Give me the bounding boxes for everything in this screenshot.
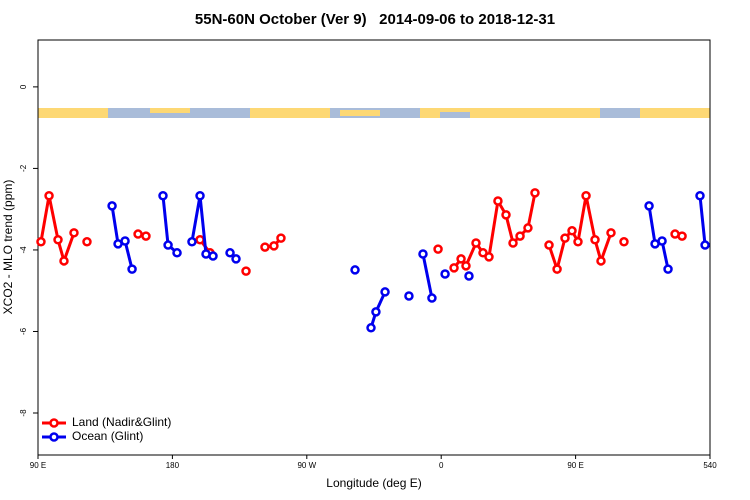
data-point <box>663 264 673 274</box>
data-point <box>515 231 525 241</box>
x-tick-label: 90 E <box>30 461 46 470</box>
legend-marker <box>49 432 59 442</box>
data-point <box>276 233 286 243</box>
data-point <box>69 228 79 238</box>
data-point <box>225 248 235 258</box>
data-point <box>172 248 182 258</box>
data-point <box>590 235 600 245</box>
data-point <box>461 261 471 271</box>
data-point <box>695 190 705 201</box>
data-point <box>127 264 137 274</box>
data-point <box>449 263 459 273</box>
data-point <box>260 242 270 252</box>
x-tick-label: 0 <box>439 461 444 470</box>
x-axis-label: Longitude (deg E) <box>326 476 421 490</box>
data-point <box>195 235 205 245</box>
legend-label: Ocean (Glint) <box>72 429 143 443</box>
data-point <box>440 269 450 279</box>
data-point <box>36 237 46 247</box>
x-tick-label: 180 <box>166 461 180 470</box>
data-point <box>133 229 143 239</box>
data-point <box>120 236 130 246</box>
data-point <box>606 228 616 238</box>
y-tick-label: 0 <box>19 84 28 89</box>
data-point <box>141 231 151 241</box>
data-point <box>231 254 241 264</box>
data-point <box>456 254 466 264</box>
data-point <box>195 190 205 201</box>
data-point <box>657 236 667 246</box>
data-point <box>163 240 173 250</box>
data-point <box>523 223 533 233</box>
data-point <box>53 235 63 245</box>
chart-title: 55N-60N October (Ver 9) 2014-09-06 to 20… <box>195 11 555 28</box>
data-point <box>59 256 69 266</box>
data-point <box>573 237 583 247</box>
data-point <box>619 237 629 247</box>
data-point <box>427 293 437 303</box>
y-tick-label: -4 <box>19 246 28 254</box>
data-point <box>371 307 381 317</box>
data-point <box>530 188 540 198</box>
data-point <box>241 266 251 276</box>
x-tick-label: 90 E <box>567 461 583 470</box>
x-tick-label: 540 <box>703 461 717 470</box>
data-point <box>478 248 488 258</box>
series-line <box>110 195 707 329</box>
y-tick-label: -6 <box>19 327 28 335</box>
data-point <box>208 251 218 261</box>
x-tick-label: 90 W <box>297 461 316 470</box>
legend-marker <box>49 418 59 428</box>
data-point <box>82 237 92 247</box>
data-point <box>644 201 654 211</box>
data-point <box>493 196 503 206</box>
data-point <box>380 287 390 297</box>
data-point <box>560 233 570 243</box>
plot-frame <box>37 39 711 456</box>
data-point <box>471 238 481 248</box>
y-axis-label: XCO2 - MLO trend (ppm) <box>1 180 15 315</box>
data-point <box>404 291 414 301</box>
legend-label: Land (Nadir&Glint) <box>72 415 171 429</box>
data-point <box>552 264 562 274</box>
data-point <box>418 249 428 259</box>
data-point <box>484 252 494 262</box>
data-point <box>581 190 591 201</box>
data-point <box>567 226 577 236</box>
data-point <box>187 237 197 247</box>
data-point <box>350 265 360 275</box>
data-point <box>158 190 168 201</box>
data-point <box>269 241 279 251</box>
data-point <box>596 256 606 266</box>
data-point <box>544 240 554 250</box>
data-point <box>366 323 376 333</box>
data-point <box>107 201 117 211</box>
data-point <box>501 210 511 220</box>
y-tick-label: -2 <box>19 164 28 172</box>
y-tick-label: -8 <box>19 409 28 417</box>
map-strip <box>38 108 710 118</box>
data-point <box>44 190 54 201</box>
data-point <box>677 231 687 241</box>
data-point <box>508 238 518 248</box>
data-point <box>464 271 474 281</box>
data-point <box>700 240 710 250</box>
data-point <box>433 244 443 254</box>
